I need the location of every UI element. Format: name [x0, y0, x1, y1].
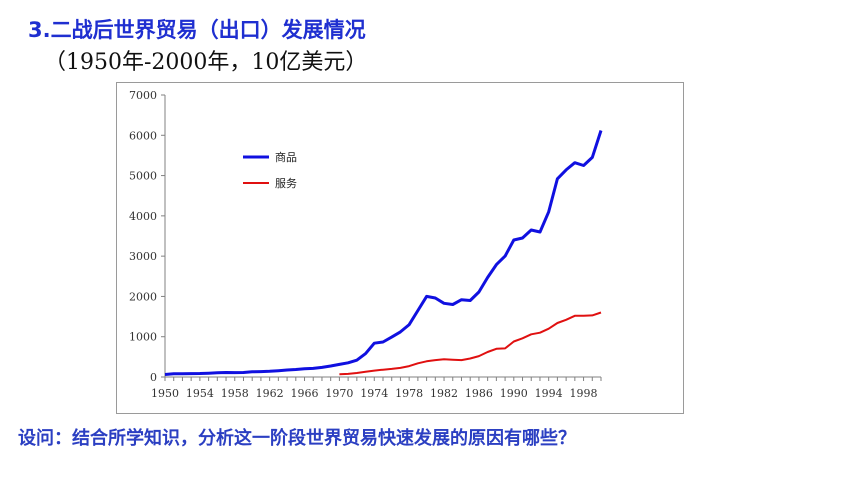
x-tick-label: 1990 — [500, 387, 528, 400]
x-tick-label: 1978 — [395, 387, 423, 400]
y-tick-label: 4000 — [129, 210, 157, 223]
y-tick-label: 0 — [150, 371, 157, 384]
slide-heading: 3.二战后世界贸易（出口）发展情况 — [28, 18, 366, 42]
x-tick-label: 1962 — [256, 387, 284, 400]
y-tick-label: 2000 — [129, 290, 157, 303]
y-tick-label: 7000 — [129, 89, 157, 102]
y-tick-label: 1000 — [129, 331, 157, 344]
x-tick-label: 1998 — [570, 387, 598, 400]
series-line-goods — [164, 130, 603, 376]
x-tick-label: 1982 — [430, 387, 458, 400]
x-tick-label: 1954 — [186, 387, 214, 400]
y-tick-label: 6000 — [129, 129, 157, 142]
x-tick-label: 1986 — [465, 387, 493, 400]
y-tick-label: 3000 — [129, 250, 157, 263]
y-tick-label: 5000 — [129, 170, 157, 183]
x-tick-label: 1958 — [221, 387, 249, 400]
trade-line-chart: 0 1000 2000 3000 4000 5000 6000 7000 1950 1954 195… — [129, 89, 603, 400]
question-text: 设问：结合所学知识，分析这一阶段世界贸易快速发展的原因有哪些？ — [18, 428, 576, 449]
x-tick-label: 1966 — [291, 387, 319, 400]
slide-subheading: （1950年-2000年，10亿美元） — [44, 50, 368, 75]
series-line-services — [339, 311, 602, 376]
x-tick-label: 1994 — [535, 387, 563, 400]
x-tick-label: 1974 — [360, 387, 388, 400]
chart-frame: 0 1000 2000 3000 4000 5000 6000 7000 1950 1954 195… — [116, 82, 684, 414]
x-tick-label: 1970 — [325, 387, 353, 400]
legend-label: 服务 — [275, 177, 297, 190]
legend-label: 商品 — [275, 150, 297, 164]
x-tick-label: 1950 — [151, 387, 179, 400]
